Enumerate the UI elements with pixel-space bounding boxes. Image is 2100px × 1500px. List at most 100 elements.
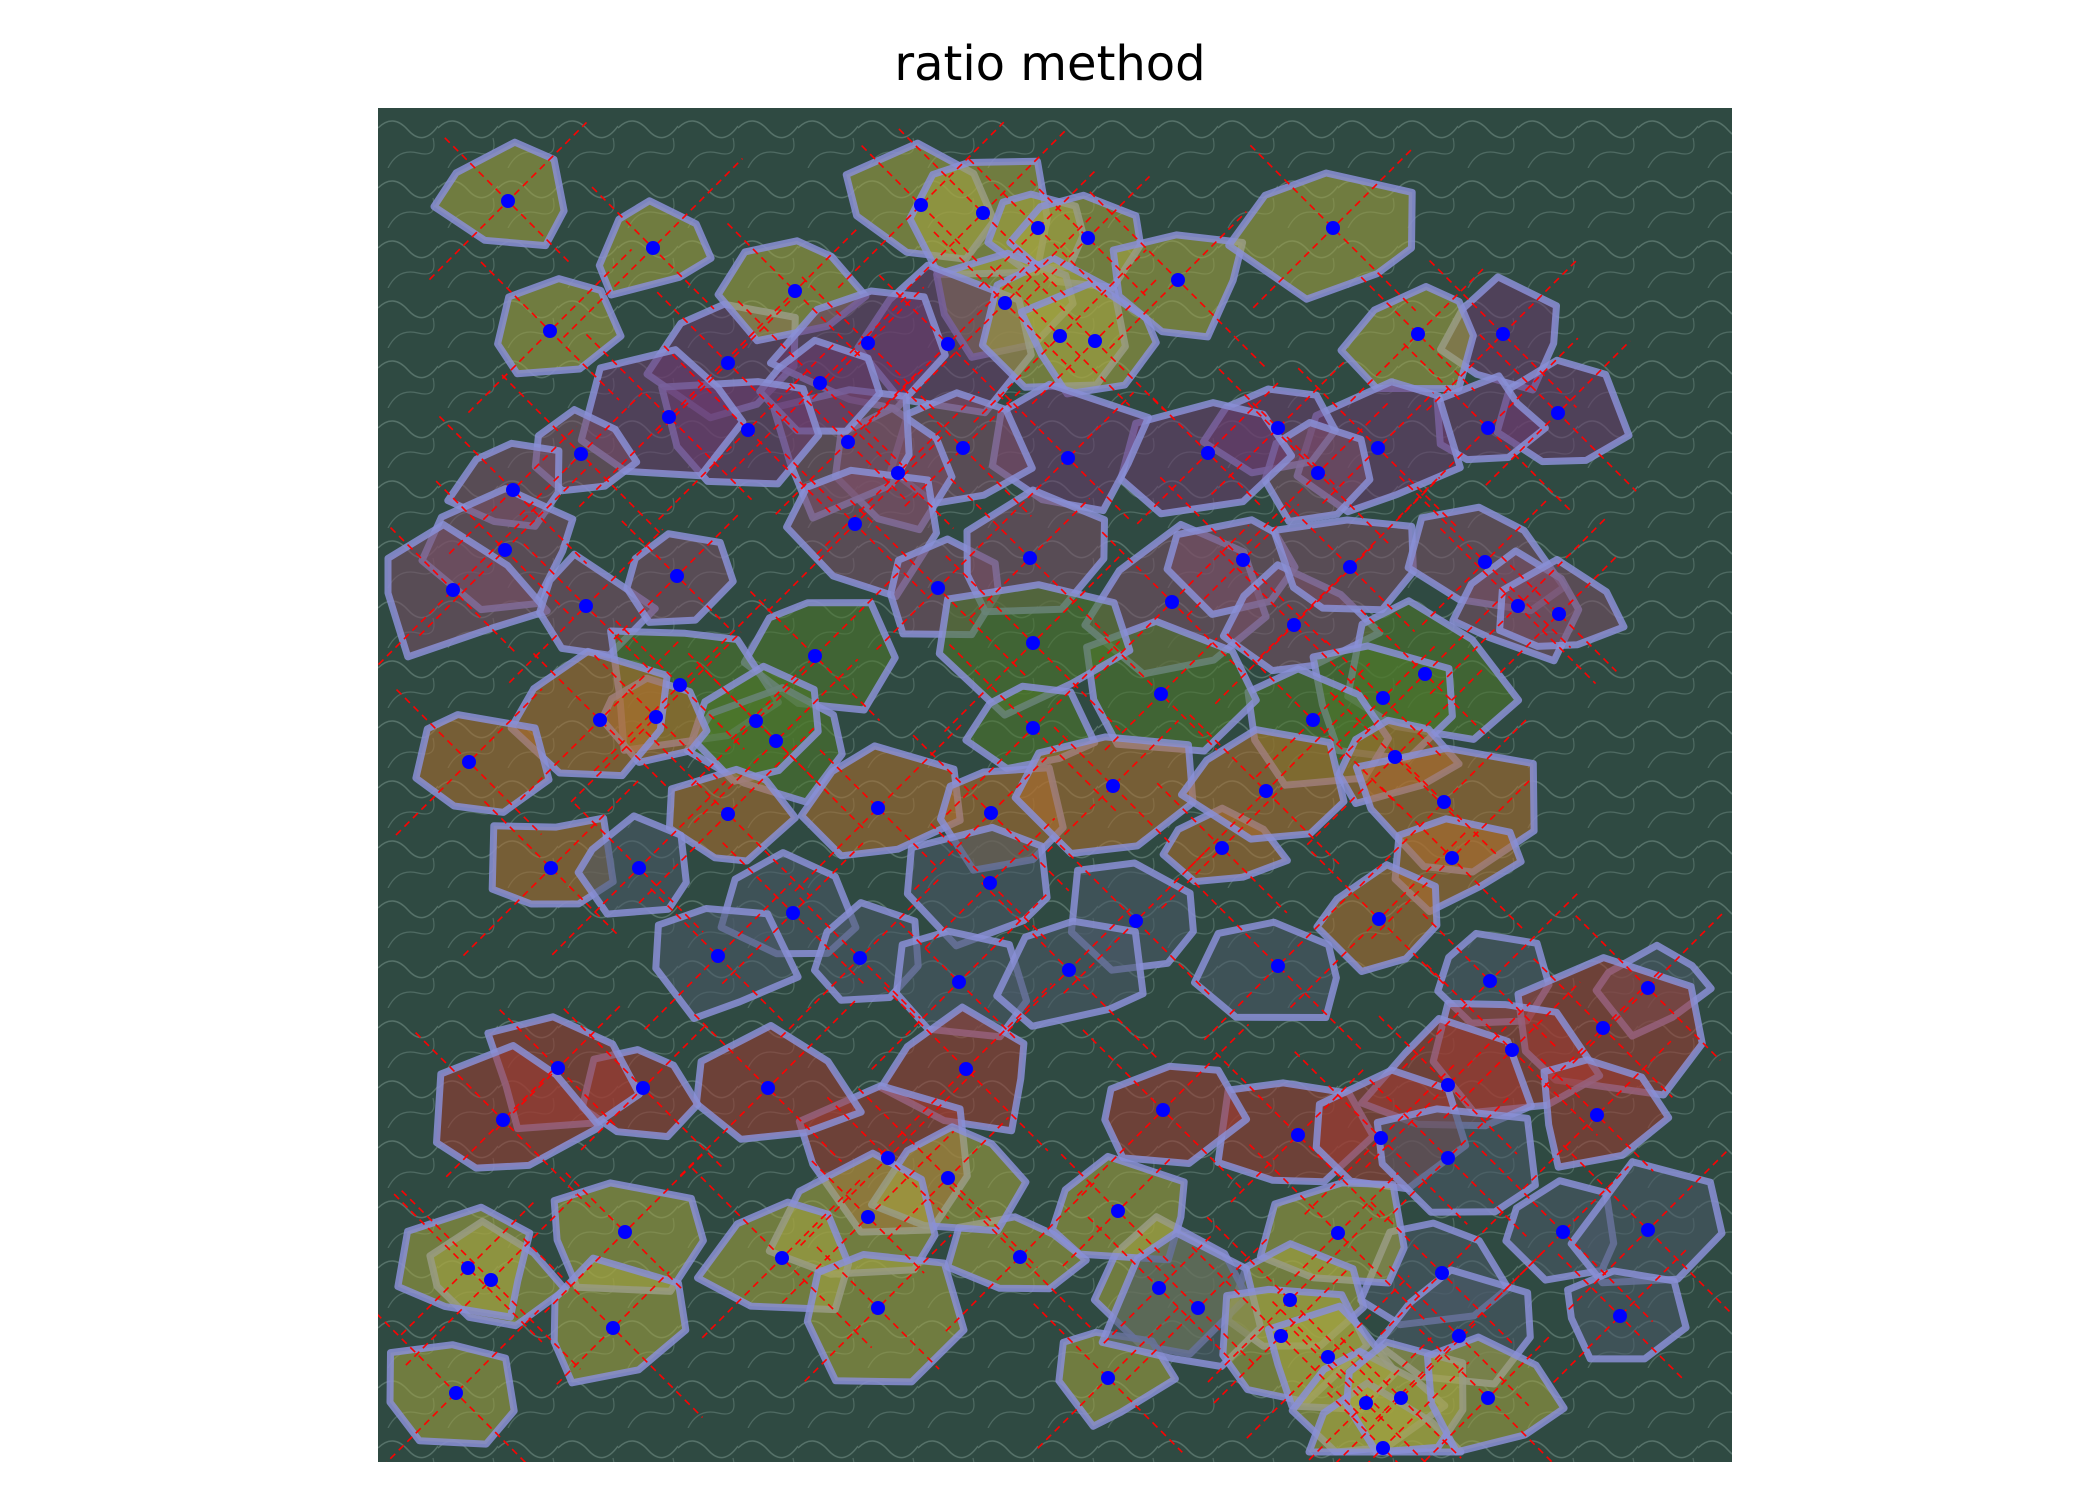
centroid-dot <box>1613 1309 1627 1323</box>
axis-line <box>445 1062 561 1178</box>
centroid-dot <box>956 441 970 455</box>
centroid-dot <box>1165 595 1179 609</box>
centroid-dot <box>1556 1225 1570 1239</box>
axis-line <box>726 222 864 360</box>
centroid-dot <box>649 710 663 724</box>
centroid-dot <box>1394 1391 1408 1405</box>
centroid-dot <box>1437 795 1451 809</box>
centroid-dot <box>496 1113 510 1127</box>
centroid-dot <box>931 581 945 595</box>
centroid-dot <box>670 569 684 583</box>
axis-line <box>650 888 786 1024</box>
axis-line <box>945 1182 1095 1332</box>
axis-line <box>1350 266 1486 402</box>
centroid-dot <box>446 583 460 597</box>
cell-region <box>1423 1333 1568 1456</box>
axis-line <box>1375 1252 1543 1420</box>
axis-line <box>645 731 811 897</box>
axis-line <box>1053 726 1173 846</box>
axis-line <box>693 1013 843 1163</box>
segmentation-image <box>378 108 1732 1462</box>
cell-region <box>1496 556 1628 650</box>
centroid-dot <box>721 807 735 821</box>
axis-line <box>749 590 881 722</box>
axis-line <box>1501 556 1617 672</box>
axis-line <box>1213 1268 1349 1404</box>
axis-line <box>794 724 962 892</box>
centroid-dot <box>1445 851 1459 865</box>
centroid-dot <box>1481 1391 1495 1405</box>
axis-line <box>1230 1067 1366 1203</box>
axis-line <box>400 1200 536 1336</box>
centroid-dot <box>1311 466 1325 480</box>
cell-region <box>1540 1056 1673 1171</box>
axis-line <box>438 415 588 565</box>
cell-region <box>903 823 1051 950</box>
centroid-dot <box>1023 551 1037 565</box>
centroid-dot <box>1590 1108 1604 1122</box>
centroid-dot <box>606 1321 620 1335</box>
centroid-dot <box>1191 1301 1205 1315</box>
centroid-dot <box>1156 1103 1170 1117</box>
axis-line <box>644 882 792 1030</box>
centroid-dot <box>786 906 800 920</box>
axis-line <box>811 1160 925 1274</box>
centroid-dot <box>1291 1128 1305 1142</box>
axis-line <box>1210 360 1346 496</box>
axis-line <box>1499 554 1619 674</box>
centroid-dot <box>721 356 735 370</box>
axis-line <box>930 823 1050 943</box>
axis-line <box>1194 882 1362 1050</box>
centroid-dot <box>1061 451 1075 465</box>
axis-line <box>385 1309 540 1462</box>
cell-region <box>692 1022 865 1143</box>
cell-region <box>652 905 802 1022</box>
axis-line <box>393 1193 543 1343</box>
centroid-dot <box>1552 607 1566 621</box>
centroid-dot <box>618 1225 632 1239</box>
axis-line <box>1402 342 1574 514</box>
centroid-dot <box>543 324 557 338</box>
axis-line <box>1104 637 1218 751</box>
axis-line <box>1156 782 1288 914</box>
axis-line <box>1030 180 1146 296</box>
axis-line <box>1060 1153 1176 1269</box>
axis-line <box>1522 1040 1672 1190</box>
centroid-dot <box>1441 1078 1455 1092</box>
centroid-dot <box>1129 914 1143 928</box>
centroid-dot <box>841 435 855 449</box>
centroid-dot <box>1359 1396 1373 1410</box>
cell-region <box>1011 733 1197 857</box>
centroid-dot <box>976 206 990 220</box>
axis-line <box>1359 717 1529 887</box>
centroid-dot <box>1331 1226 1345 1240</box>
axis-line <box>924 817 1056 949</box>
centroid-dot <box>1026 721 1040 735</box>
cell-region <box>494 275 625 378</box>
cell-region <box>433 1042 604 1172</box>
cell-region <box>797 742 964 860</box>
centroid-dot <box>1062 963 1076 977</box>
centroid-dot <box>1551 406 1565 420</box>
centroid-dot <box>484 1273 498 1287</box>
centroid-dot <box>1053 329 1067 343</box>
axis-line <box>1540 1058 1654 1172</box>
axis-line <box>1001 391 1135 525</box>
centroid-dot <box>1215 841 1229 855</box>
centroid-dot <box>544 861 558 875</box>
centroid-dot <box>662 410 676 424</box>
centroid-dot <box>1596 1021 1610 1035</box>
axis-line <box>1365 1002 1531 1168</box>
centroid-dot <box>1326 221 1340 235</box>
axis-line <box>698 663 814 779</box>
axis-line <box>948 643 1118 813</box>
axis-line <box>1284 501 1416 633</box>
centroid-dot <box>711 949 725 963</box>
centroid-dot <box>1478 555 1492 569</box>
centroid-dot <box>1376 1441 1390 1455</box>
centroid-dot <box>1372 912 1386 926</box>
axis-line <box>395 688 543 836</box>
centroid-dot <box>941 337 955 351</box>
centroid-dot <box>498 543 512 557</box>
axis-line <box>690 655 822 787</box>
